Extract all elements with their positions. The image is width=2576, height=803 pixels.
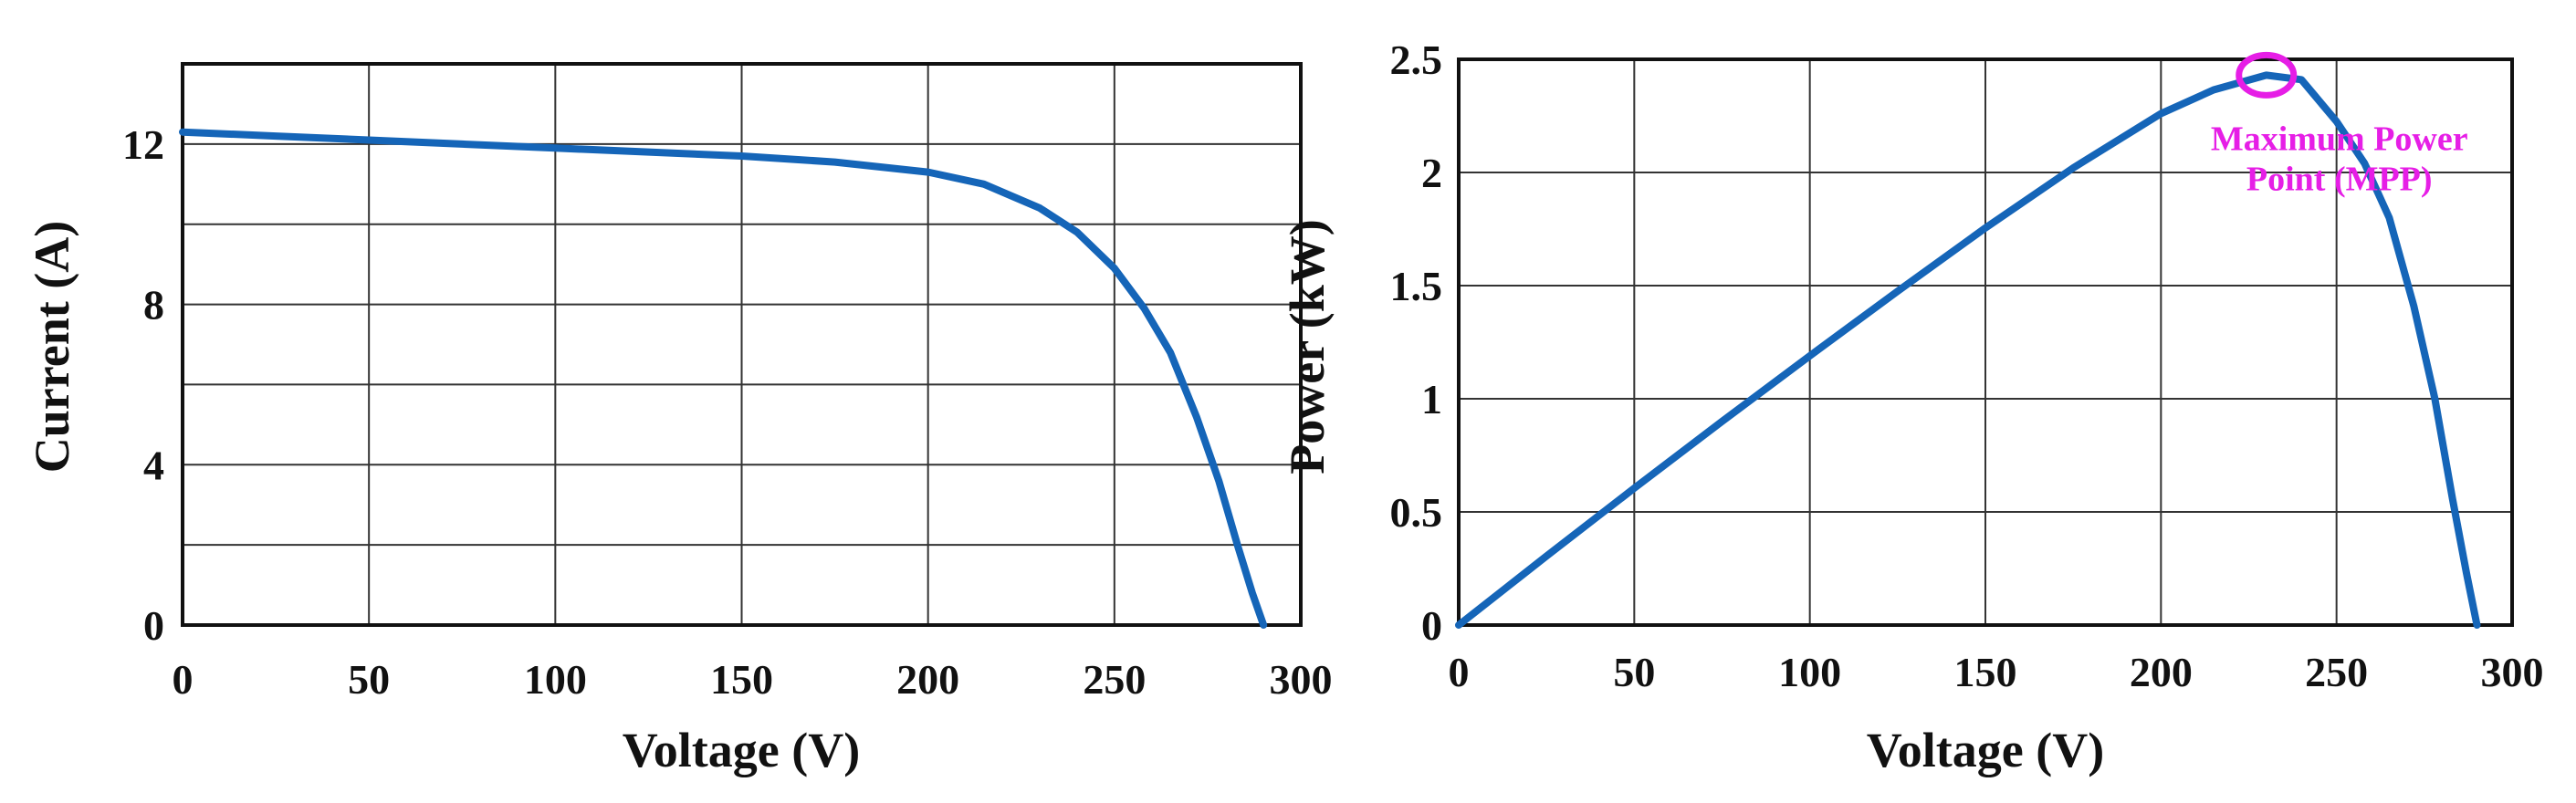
x-tick-label: 0: [173, 656, 194, 703]
y-tick-label: 0: [143, 602, 164, 649]
y-axis-title: Power (kW): [1280, 219, 1335, 474]
power-voltage-chart: 0 50 100 150 200 250 300 0 0.5 1 1.5 2 2.5 Voltage (V…: [1280, 36, 2544, 777]
x-tick-label: 150: [1954, 649, 2017, 695]
mpp-annotation-line-1: Maximum Power: [2211, 120, 2468, 158]
y-tick-label: 12: [122, 121, 164, 168]
plot-frame: [1457, 57, 2514, 627]
x-tick-label: 300: [1270, 656, 1333, 703]
x-tick-label: 100: [1778, 649, 1841, 695]
x-axis-title: Voltage (V): [623, 723, 860, 777]
plot-frame: [181, 62, 1303, 627]
y-tick-label: 0.5: [1390, 489, 1443, 536]
x-axis-title: Voltage (V): [1867, 723, 2104, 777]
x-tick-label: 150: [710, 656, 773, 703]
y-tick-label: 2.5: [1390, 36, 1443, 83]
y-tick-label: 8: [143, 282, 164, 328]
x-tick-label: 200: [2130, 649, 2193, 695]
current-voltage-chart: 0 50 100 150 200 250 300 0 4 8 12 Voltage (V) Curren…: [25, 62, 1333, 777]
x-tick-label: 250: [1083, 656, 1146, 703]
x-tick-label: 100: [524, 656, 587, 703]
x-tick-label: 250: [2305, 649, 2368, 695]
y-tick-label: 2: [1421, 150, 1442, 196]
mpp-annotation-line-2: Point (MPP): [2246, 160, 2433, 198]
y-tick-label: 4: [143, 442, 164, 488]
mpp-marker: [2236, 51, 2298, 99]
x-tick-label: 300: [2481, 649, 2544, 695]
x-tick-label: 50: [348, 656, 390, 703]
y-tick-label: 0: [1421, 602, 1442, 649]
x-tick-label: 0: [1449, 649, 1470, 695]
x-tick-label: 200: [896, 656, 959, 703]
y-tick-label: 1: [1421, 376, 1442, 422]
series-line: [179, 128, 1268, 629]
x-tick-label: 50: [1613, 649, 1655, 695]
y-axis-title: Current (A): [25, 221, 79, 473]
y-tick-label: 1.5: [1390, 263, 1443, 309]
